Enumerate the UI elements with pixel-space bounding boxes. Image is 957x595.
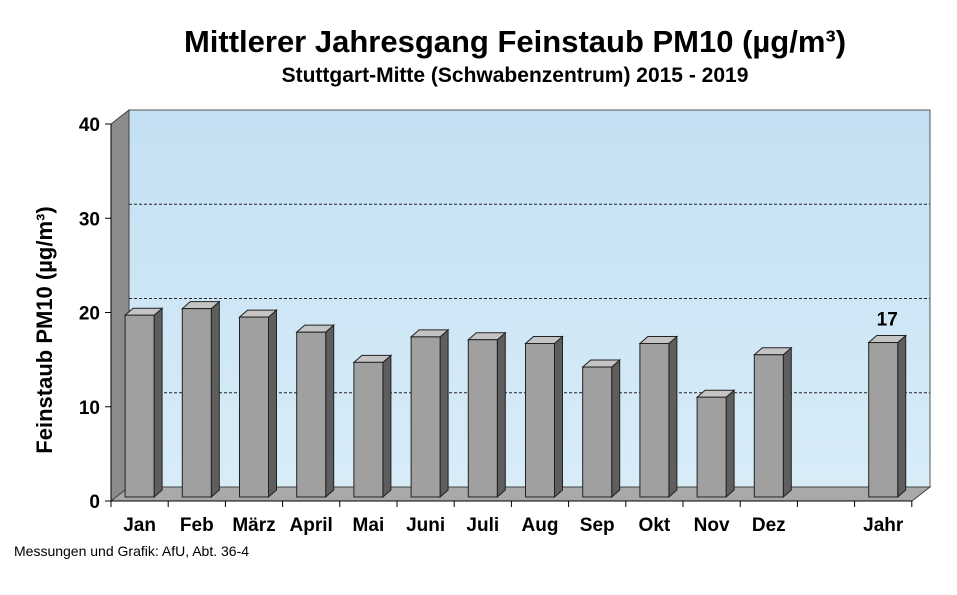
y-tick-label: 10 — [79, 398, 100, 419]
bar-feb — [180, 300, 221, 499]
bar-front — [410, 336, 441, 498]
bar-side — [210, 300, 220, 499]
bar-front — [467, 339, 498, 498]
bar-front — [525, 342, 555, 498]
y-axis-label: Feinstaub PM10 (µg/m³) — [32, 206, 57, 453]
bar-side — [725, 389, 735, 499]
bar-front — [696, 396, 727, 498]
bar-april — [295, 324, 336, 499]
x-tick-label: Juni — [406, 515, 445, 536]
bar-front — [296, 331, 327, 498]
bar-juni — [409, 328, 450, 499]
bar-sep — [581, 358, 622, 499]
bar-side — [496, 331, 506, 499]
bar-jahr — [867, 334, 908, 499]
x-tick-label: Jan — [123, 515, 156, 536]
bars — [123, 300, 908, 499]
bar-side — [439, 328, 449, 499]
x-axis-labels: Jan Feb März April Mai Juni Juli Aug Sep Okt Nov De… — [110, 500, 913, 536]
bar-side — [382, 354, 392, 499]
bar-front — [239, 316, 269, 498]
bar-front — [181, 308, 212, 498]
x-tick-label: Jahr — [863, 515, 904, 536]
bar-märz — [238, 308, 278, 499]
bar-front — [753, 354, 784, 498]
chart-subtitle: Stuttgart-Mitte (Schwabenzentrum) 2015 -… — [282, 64, 749, 87]
x-tick-label: Aug — [522, 515, 559, 536]
bar-front — [868, 342, 899, 498]
bar-jan — [123, 307, 164, 499]
x-tick-label: Nov — [694, 515, 730, 536]
bar-side — [325, 324, 335, 499]
bar-side — [782, 346, 792, 499]
bar-front — [639, 342, 670, 498]
bar-side — [554, 335, 563, 499]
x-tick-label: Feb — [180, 515, 214, 536]
chart-title: Mittlerer Jahresgang Feinstaub PM10 (µg/… — [184, 24, 846, 59]
annotations: 17 — [877, 310, 898, 331]
bar-front — [124, 314, 155, 498]
bar-nov — [695, 389, 736, 499]
bar-dez — [752, 346, 793, 499]
source-note: Messungen und Grafik: AfU, Abt. 36-4 — [14, 543, 250, 559]
y-tick-label: 40 — [79, 115, 100, 136]
bar-juli — [466, 331, 507, 499]
bar-side — [153, 307, 163, 499]
x-tick-label: Sep — [580, 515, 615, 536]
x-tick-label: April — [290, 515, 333, 536]
y-tick-label: 0 — [89, 492, 100, 513]
y-tick-label: 30 — [79, 209, 100, 230]
bar-mai — [352, 354, 393, 499]
plot-floor — [109, 486, 932, 502]
bar-side — [668, 335, 678, 499]
y-axis: 0 10 20 30 40 — [79, 115, 112, 513]
x-tick-label: Okt — [639, 515, 671, 536]
bar-aug — [524, 335, 564, 499]
bar-front — [582, 366, 613, 498]
data-label: 17 — [877, 310, 898, 331]
x-tick-label: Mai — [353, 515, 385, 536]
bar-front — [353, 361, 384, 498]
x-tick-label: Juli — [466, 515, 499, 536]
y-tick-label: 20 — [79, 304, 100, 325]
bar-okt — [638, 335, 679, 499]
x-tick-label: Dez — [752, 515, 786, 536]
bar-side — [611, 358, 621, 499]
bar-side — [268, 308, 277, 499]
bar-side — [897, 334, 907, 499]
x-tick-label: März — [232, 515, 275, 536]
